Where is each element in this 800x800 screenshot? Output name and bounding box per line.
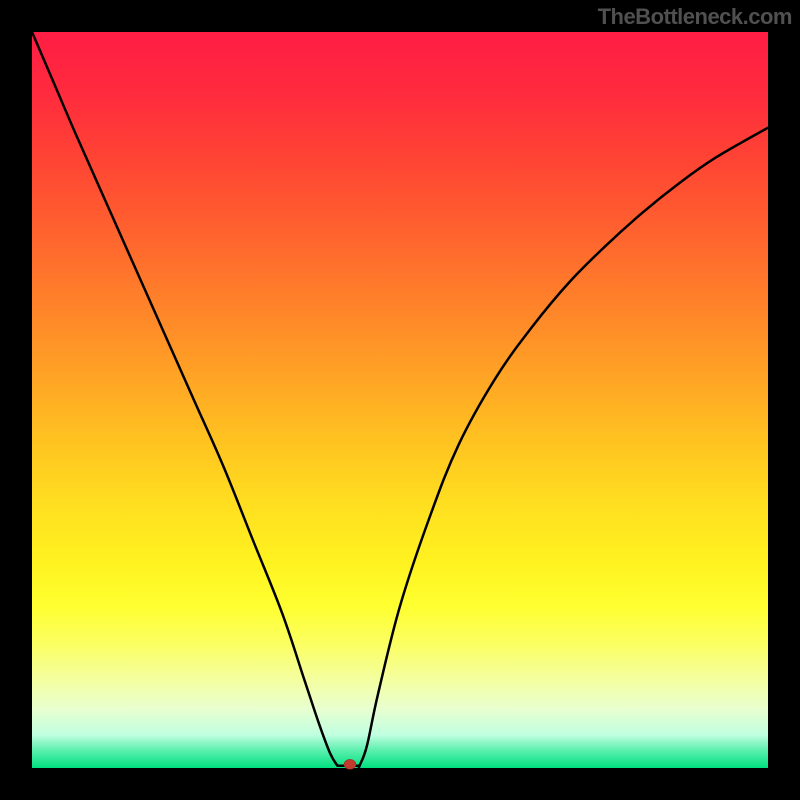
bottleneck-chart bbox=[0, 0, 800, 800]
watermark-text: TheBottleneck.com bbox=[598, 4, 792, 30]
chart-container: TheBottleneck.com bbox=[0, 0, 800, 800]
optimal-point-marker bbox=[344, 759, 356, 769]
plot-background bbox=[32, 32, 768, 768]
